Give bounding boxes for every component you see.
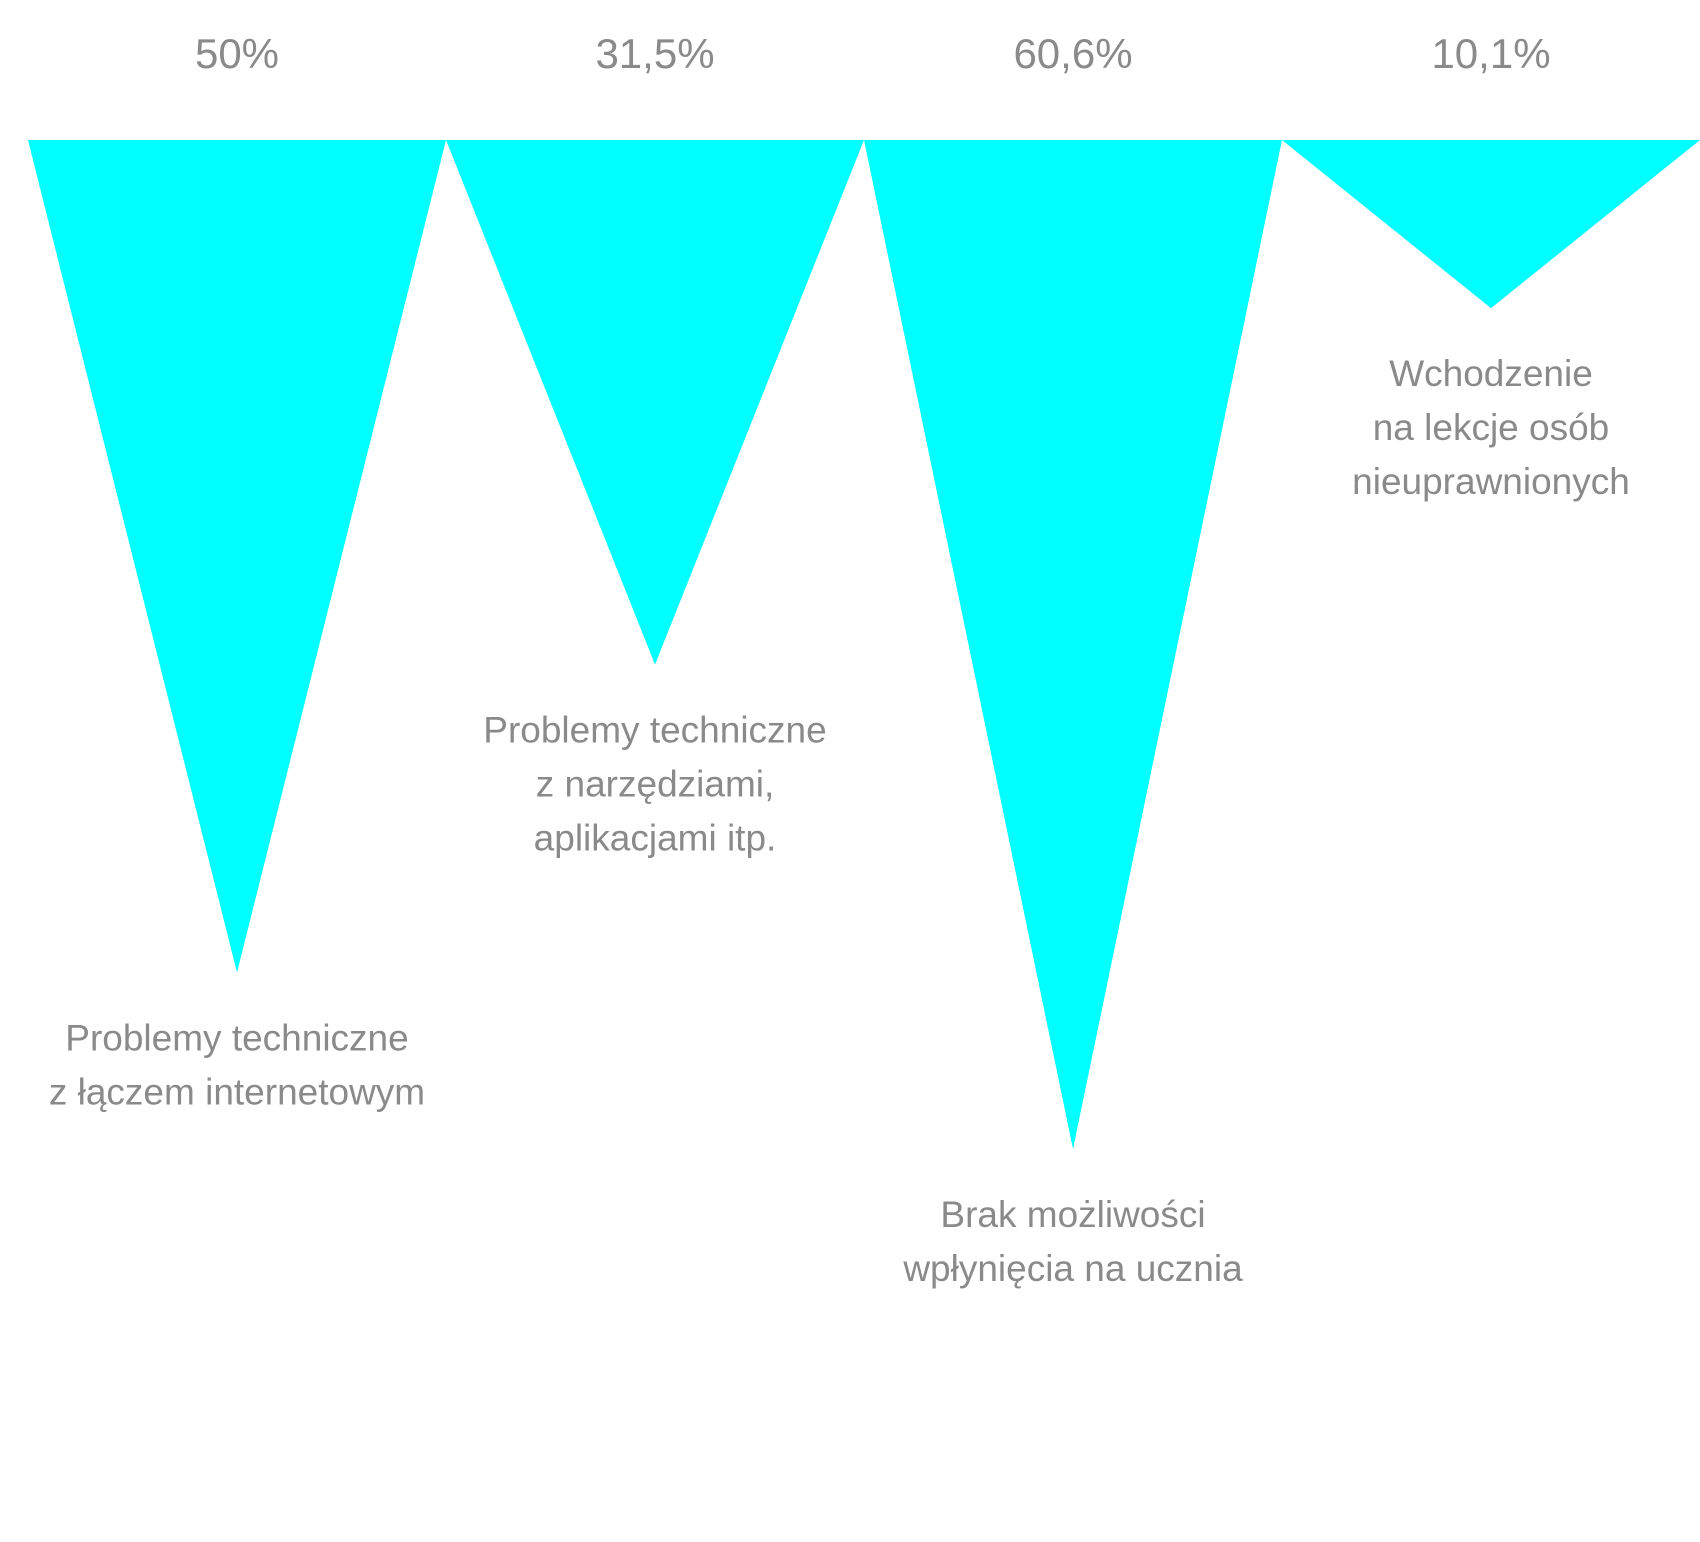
- triangle-bar-3: [864, 140, 1282, 1149]
- category-label-4: Wchodzenie na lekcje osób nieuprawnionych: [1352, 353, 1630, 502]
- category-label-3-line-1: Brak możliwości: [940, 1194, 1205, 1235]
- value-labels: 50% 31,5% 60,6% 10,1%: [195, 30, 1551, 77]
- category-label-2-line-2: z narzędziami,: [536, 763, 775, 804]
- category-label-4-line-3: nieuprawnionych: [1352, 461, 1630, 502]
- category-label-2-line-1: Problemy techniczne: [483, 709, 826, 750]
- triangle-bar-4: [1282, 140, 1700, 309]
- category-label-2: Problemy techniczne z narzędziami, aplikac…: [483, 709, 826, 858]
- category-label-3: Brak możliwości wpłynięcia na ucznia: [902, 1194, 1243, 1289]
- category-label-1: Problemy techniczne z łączem internetowym: [49, 1018, 425, 1113]
- value-label-3: 60,6%: [1013, 30, 1132, 77]
- triangle-bar-1: [28, 140, 446, 973]
- category-label-1-line-2: z łączem internetowym: [49, 1072, 425, 1113]
- chart-marks: [28, 140, 1700, 1149]
- value-label-4: 10,1%: [1431, 30, 1550, 77]
- triangle-bar-2: [446, 140, 864, 665]
- category-label-4-line-1: Wchodzenie: [1389, 353, 1593, 394]
- category-labels: Problemy techniczne z łączem internetowym…: [49, 353, 1630, 1289]
- category-label-4-line-2: na lekcje osób: [1373, 407, 1610, 448]
- value-label-2: 31,5%: [595, 30, 714, 77]
- value-label-1: 50%: [195, 30, 279, 77]
- category-label-1-line-1: Problemy techniczne: [65, 1018, 408, 1059]
- category-label-2-line-3: aplikacjami itp.: [534, 817, 777, 858]
- category-label-3-line-2: wpłynięcia na ucznia: [902, 1248, 1243, 1289]
